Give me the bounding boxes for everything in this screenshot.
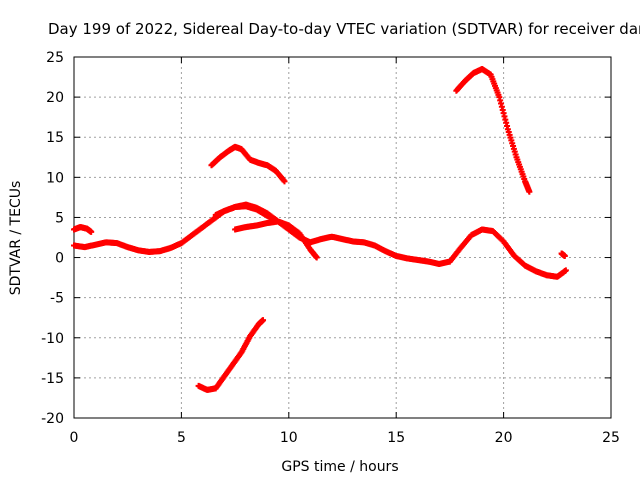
x-tick-label: 0 (70, 430, 79, 446)
series-track-main (71, 201, 569, 280)
y-tick-label: 0 (55, 251, 64, 267)
series-track-arc-mid (208, 143, 288, 185)
data-point (562, 267, 569, 274)
x-tick-label: 25 (602, 430, 620, 446)
x-axis-label: GPS time / hours (281, 459, 398, 475)
y-axis-label: SDTVAR / TECUs (8, 181, 24, 296)
axis-ticks: 0 5 10 15 20 25 -20 -15 -10 -5 0 5 10 15 20 25 (41, 50, 620, 446)
x-tick-label: 10 (280, 430, 298, 446)
series-track-arc-high (453, 66, 533, 195)
series-track-early (71, 224, 95, 235)
y-tick-label: -15 (41, 371, 64, 387)
data-point (260, 317, 267, 324)
y-tick-label: 10 (46, 170, 64, 186)
y-tick-label: -5 (50, 291, 64, 307)
y-tick-label: -20 (41, 411, 64, 427)
series-track-end (558, 250, 568, 259)
x-tick-label: 5 (177, 430, 186, 446)
y-tick-label: 5 (55, 210, 64, 226)
series-track-lower-band (232, 218, 320, 261)
y-tick-label: 25 (46, 50, 64, 66)
y-tick-label: 20 (46, 90, 64, 106)
y-tick-label: 15 (46, 130, 64, 146)
series-track-rise (195, 317, 267, 393)
data-point (281, 178, 288, 185)
y-tick-label: -10 (41, 331, 64, 347)
chart-title: Day 199 of 2022, Sidereal Day-to-day VTE… (48, 20, 640, 38)
x-tick-label: 15 (387, 430, 405, 446)
data-points (71, 66, 569, 393)
x-tick-label: 20 (495, 430, 513, 446)
plot-frame (73, 56, 612, 419)
data-point (88, 228, 95, 235)
data-point (561, 252, 568, 259)
data-point (313, 254, 320, 261)
data-point (526, 188, 533, 195)
